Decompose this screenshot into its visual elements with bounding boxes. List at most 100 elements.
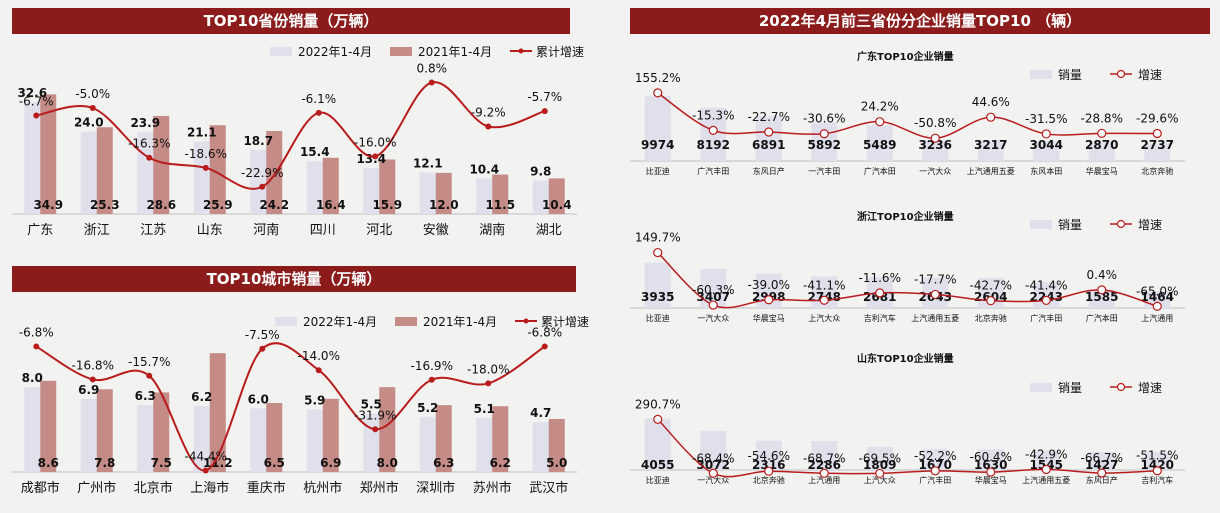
growth-point — [819, 468, 829, 478]
bar-2022 — [80, 131, 97, 214]
growth-label: -60.3% — [692, 283, 734, 297]
category-label: 比亚迪 — [646, 166, 670, 176]
growth-point — [1097, 128, 1107, 138]
growth-point — [986, 112, 996, 122]
category-label: 比亚迪 — [646, 313, 670, 323]
growth-label: -6.7% — [19, 94, 54, 108]
bar-2022 — [193, 406, 210, 472]
bar-2021 — [435, 172, 452, 214]
category-label: 上汽通用 — [1141, 313, 1173, 323]
category-label: 一汽大众 — [919, 166, 951, 176]
bar-2021 — [96, 389, 113, 472]
bar-sales — [1088, 289, 1115, 308]
value-label-2022: 6.3 — [135, 389, 156, 403]
growth-label: -42.7% — [970, 279, 1012, 293]
growth-point — [819, 129, 829, 139]
bar-sales — [1144, 451, 1171, 470]
growth-point — [653, 247, 663, 258]
growth-point — [259, 183, 266, 190]
bar-2022 — [193, 141, 210, 214]
value-label-2022: 15.4 — [300, 145, 330, 159]
growth-label: -15.3% — [692, 108, 734, 122]
bar-2022 — [532, 180, 549, 214]
category-label: 华晨宝马 — [1086, 166, 1118, 176]
sales-value-label: 3236 — [919, 138, 952, 152]
sales-value-label: 1630 — [974, 458, 1007, 472]
category-label: 广汽本田 — [1086, 313, 1118, 323]
category-label: 山东 — [197, 223, 223, 238]
legend-marker-growth — [1116, 219, 1126, 229]
growth-point — [259, 345, 266, 352]
growth-label: -30.6% — [803, 112, 845, 126]
growth-label: -15.7% — [128, 355, 170, 369]
sales-value-label: 3935 — [641, 290, 674, 304]
enterprise-banner-title: 2022年4月前三省份分企业销量TOP10 （辆） — [630, 8, 1210, 34]
bar-sales — [644, 262, 671, 308]
bar-2021 — [209, 125, 226, 214]
guangdong-chart: 广东TOP10企业销量 销量 增速 9974 比亚迪 8192 广汽丰田 6891 东风日产 58… — [630, 44, 1210, 194]
growth-label: -16.0% — [354, 135, 396, 149]
growth-label: -51.5% — [1136, 449, 1178, 463]
bar-2022 — [419, 172, 436, 214]
growth-label: -18.6% — [185, 147, 227, 161]
growth-label: -18.0% — [467, 362, 509, 376]
category-label: 东风日产 — [753, 166, 785, 176]
category-label: 华晨宝马 — [975, 475, 1007, 485]
bar-2021 — [379, 159, 396, 214]
legend-marker-growth — [1116, 382, 1126, 392]
category-label: 武汉市 — [529, 480, 568, 496]
growth-label: -68.4% — [692, 451, 734, 465]
growth-label: 44.6% — [972, 95, 1010, 109]
category-label: 重庆市 — [247, 480, 286, 496]
bar-2022 — [306, 161, 323, 214]
category-label: 上汽大众 — [808, 313, 840, 323]
legend-label-growth: 增速 — [1138, 218, 1162, 232]
bar-2022 — [24, 102, 41, 214]
value-label-2021: 6.3 — [433, 456, 454, 470]
bar-sales — [922, 139, 949, 161]
growth-point — [1097, 468, 1107, 478]
sales-value-label: 2286 — [808, 458, 841, 472]
value-label-2021: 7.5 — [151, 456, 172, 470]
category-label: 华晨宝马 — [753, 313, 785, 323]
sales-value-label: 6891 — [752, 138, 785, 152]
growth-point — [764, 295, 774, 305]
growth-point — [764, 466, 774, 476]
growth-point — [1041, 464, 1051, 475]
value-label-2021: 6.5 — [264, 456, 285, 470]
sales-value-label: 2316 — [752, 458, 785, 472]
legend-label-growth: 增速 — [1138, 381, 1162, 395]
legend-label-2021: 2021年1-4月 — [423, 315, 497, 329]
category-label: 河北 — [366, 223, 392, 238]
value-label-2022: 6.2 — [191, 390, 212, 404]
bar-2021 — [209, 353, 226, 472]
sales-value-label: 1427 — [1085, 458, 1118, 472]
value-label-2021: 8.0 — [377, 456, 398, 470]
growth-label: -68.7% — [803, 451, 845, 465]
bar-2021 — [322, 157, 339, 214]
growth-label: -16.3% — [128, 137, 170, 151]
bar-sales — [866, 125, 893, 161]
category-label: 上汽通用 — [808, 475, 840, 485]
bar-sales — [977, 140, 1004, 161]
category-label: 一汽大众 — [697, 475, 729, 485]
growth-label: -22.7% — [748, 110, 790, 124]
legend-label-growth: 增速 — [1138, 68, 1162, 82]
category-label: 上汽大众 — [864, 475, 896, 485]
category-label: 广州市 — [77, 480, 116, 496]
growth-line — [657, 92, 1158, 139]
growth-point — [653, 88, 663, 98]
growth-label: -6.8% — [19, 325, 54, 339]
legend-swatch-sales — [1030, 220, 1052, 229]
value-label-2022: 6.0 — [248, 392, 269, 406]
bar-2022 — [250, 149, 267, 214]
bar-2021 — [435, 405, 452, 472]
growth-label: -16.9% — [411, 359, 453, 373]
value-label-2021: 11.5 — [485, 198, 515, 212]
value-label-2022: 4.7 — [530, 406, 551, 420]
value-label-2022: 8.0 — [22, 371, 43, 385]
bar-sales — [866, 447, 893, 470]
legend-swatch-2022 — [275, 317, 297, 326]
sales-value-label: 5892 — [808, 138, 841, 152]
